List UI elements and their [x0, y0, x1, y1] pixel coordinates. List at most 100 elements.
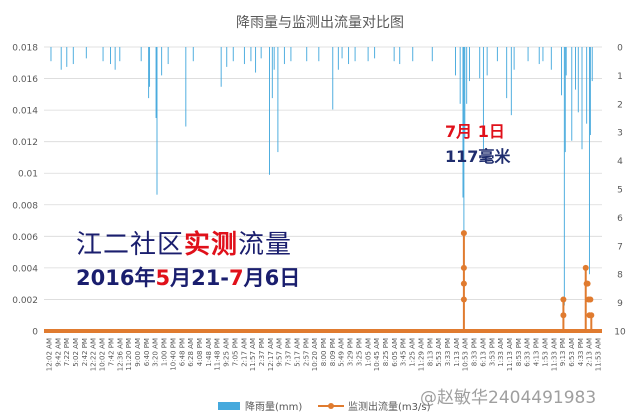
x-tick-label: 3:33 PM: [444, 338, 452, 366]
rainfall-bar: [459, 47, 461, 104]
rainfall-bar: [486, 47, 488, 76]
rainfall-bar: [161, 47, 163, 76]
rainfall-bar: [586, 47, 588, 124]
rainfall-bar: [479, 47, 481, 79]
rainfall-bar: [110, 47, 111, 65]
left-tick-label: 0.014: [12, 107, 38, 117]
rainfall-bar: [155, 47, 157, 118]
x-tick-label: 6:40 PM: [143, 338, 151, 366]
x-tick-label: 5:49 AM: [338, 338, 346, 367]
rainfall-bar: [85, 47, 87, 59]
x-tick-label: 10:53 AM: [462, 338, 470, 371]
rainfall-bar: [149, 47, 151, 87]
rainfall-bar: [591, 47, 593, 82]
rainfall-bar: [66, 47, 68, 67]
x-axis: 12:02 AM 9:42 AM 7:22 PM 5:02 AM 2:42 PM 12:2…: [45, 338, 602, 371]
rainfall-bar: [354, 47, 356, 62]
x-tick-label: 1:25 AM: [409, 338, 417, 367]
x-tick-label: 10:40 PM: [169, 338, 177, 371]
right-tick-label: 10: [614, 328, 626, 338]
rainfall-bar: [148, 47, 150, 99]
x-tick-label: 4:33 PM: [577, 338, 585, 366]
rainfall-bar: [232, 47, 234, 62]
x-tick-label: 6:53 AM: [568, 338, 576, 367]
x-tick-label: 8:33 PM: [471, 338, 479, 366]
x-tick-label: 12:36 AM: [116, 338, 124, 371]
banner-start-month: 5: [155, 266, 171, 290]
rainfall-bar: [466, 47, 468, 104]
rainfall-bar: [565, 47, 567, 76]
x-tick-label: 9:42 AM: [54, 338, 62, 367]
x-tick-label: 1:53 AM: [541, 338, 549, 367]
banner-end-month: 7: [229, 266, 244, 290]
rainfall-bar: [332, 47, 334, 110]
peak-amount-callout: 117毫米: [445, 147, 511, 166]
rainfall-bar: [167, 47, 169, 65]
left-tick-label: 0: [32, 328, 38, 338]
rainfall-bar: [464, 47, 466, 138]
rainfall-bar: [462, 47, 464, 198]
outflow-point: [460, 230, 467, 237]
rainfall-bar: [538, 47, 540, 65]
right-axis: 0 1 2 3 4 5 6 7 8 9 10: [614, 44, 626, 338]
rainfall-bar: [72, 47, 74, 65]
outflow-line: [44, 230, 602, 333]
x-tick-label: 3:53 PM: [488, 338, 496, 366]
right-tick-label: 2: [617, 100, 623, 110]
banner-title: 江二社区实测流量: [76, 224, 292, 261]
outflow-point: [582, 264, 589, 271]
rainfall-bar: [393, 47, 395, 62]
x-tick-label: 11:53 AM: [595, 338, 603, 371]
rainfall-bar: [412, 47, 414, 62]
outflow-point: [588, 312, 595, 319]
x-tick-label: 2:37 PM: [258, 338, 266, 366]
x-tick-label: 6:05 AM: [391, 338, 399, 367]
rainfall-bar: [140, 47, 142, 62]
left-tick-label: 0.01: [18, 170, 38, 180]
x-tick-label: 4:08 PM: [196, 338, 204, 366]
rainfall-bar: [367, 47, 369, 62]
rainfall-bar: [102, 47, 104, 62]
outflow-point: [460, 296, 467, 303]
rainfall-bar: [306, 47, 308, 62]
x-tick-label: 8:53 PM: [515, 338, 523, 366]
rainfall-bar: [273, 47, 275, 70]
x-tick-label: 10:20 AM: [311, 338, 319, 371]
x-tick-label: 8:25 PM: [382, 338, 390, 366]
rainfall-bar: [114, 47, 116, 70]
rainfall-bar: [577, 47, 579, 113]
x-tick-label: 5:02 AM: [72, 338, 80, 367]
rainfall-bar: [588, 47, 590, 275]
x-tick-label: 9:57 AM: [276, 338, 284, 367]
rainfall-bars: [50, 47, 593, 306]
x-tick-label: 2:17 AM: [240, 338, 248, 367]
x-tick-label: 10:45 AM: [373, 338, 381, 371]
x-tick-label: 11:13 AM: [506, 338, 514, 371]
left-tick-label: 0.016: [12, 75, 38, 85]
left-tick-label: 0.008: [12, 201, 38, 211]
rainfall-bar: [463, 47, 465, 303]
x-tick-label: 3:20 AM: [152, 338, 160, 367]
rainfall-bar: [575, 47, 576, 90]
rainfall-bar: [283, 47, 285, 65]
x-tick-label: 4:13 PM: [533, 338, 541, 366]
x-tick-label: 11:57 AM: [249, 338, 257, 371]
x-tick-label: 2:42 PM: [81, 338, 89, 366]
x-tick-label: 9:25 AM: [223, 338, 231, 367]
x-tick-label: 1:33 AM: [497, 338, 505, 367]
rainfall-bar: [185, 47, 187, 127]
left-tick-label: 0.012: [12, 138, 38, 148]
right-tick-label: 7: [617, 242, 623, 252]
legend-outflow-label: 监测出流量(m3/s): [348, 400, 431, 413]
rainfall-bar: [318, 47, 320, 62]
left-tick-label: 0.006: [12, 233, 38, 243]
watermark: @赵敏华2404491983: [420, 388, 597, 408]
rainfall-bar: [496, 47, 498, 62]
x-tick-label: 8:13 PM: [426, 338, 434, 366]
rainfall-bar: [571, 47, 573, 141]
x-tick-label: 10:02 AM: [99, 338, 107, 371]
rainfall-bar: [506, 47, 508, 99]
rainfall-bar: [399, 47, 401, 65]
x-tick-label: 6:28 AM: [187, 338, 195, 367]
